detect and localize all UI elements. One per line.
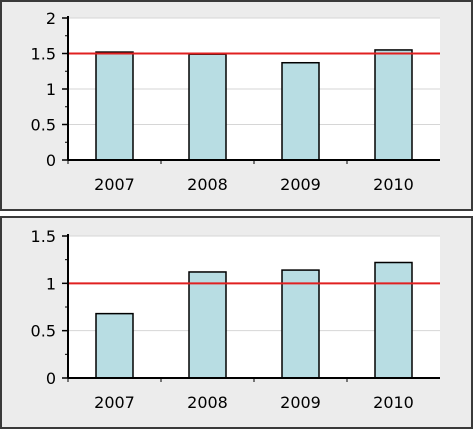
x-tick-label: 2008 — [187, 393, 228, 412]
chart-panel-top: 0 0.5 1 1.5 2 2007 2008 2009 2010 — [0, 0, 473, 211]
bar-2008 — [188, 271, 227, 379]
x-tick-label: 2007 — [94, 175, 135, 194]
bar-2008 — [188, 53, 227, 161]
y-tick-label: 0 — [46, 151, 56, 170]
bar-2010 — [374, 49, 413, 161]
y-tick-label: 1.5 — [31, 227, 56, 246]
bar-chart-bottom: 0 0.5 1 1.5 2007 2008 2009 2010 — [31, 227, 440, 412]
y-tick-label: 0 — [46, 369, 56, 388]
y-tick-label: 1 — [46, 274, 56, 293]
x-tick-label: 2010 — [373, 393, 414, 412]
bar-2007 — [95, 312, 134, 379]
x-tick-label: 2008 — [187, 175, 228, 194]
bar-2009 — [281, 61, 320, 161]
bar-chart-top: 0 0.5 1 1.5 2 2007 2008 2009 2010 — [31, 9, 440, 194]
y-tick-label: 2 — [46, 9, 56, 28]
x-tick-label: 2009 — [280, 393, 321, 412]
bar-2009 — [281, 269, 320, 379]
y-tick-label: 0.5 — [31, 116, 56, 135]
y-tick-label: 1.5 — [31, 45, 56, 64]
x-tick-label: 2009 — [280, 175, 321, 194]
y-tick-label: 1 — [46, 80, 56, 99]
bar-2010 — [374, 261, 413, 379]
x-tick-label: 2010 — [373, 175, 414, 194]
bar-2007 — [95, 51, 134, 161]
y-tick-label: 0.5 — [31, 322, 56, 341]
x-tick-label: 2007 — [94, 393, 135, 412]
chart-panel-bottom: 0 0.5 1 1.5 2007 2008 2009 2010 — [0, 216, 473, 429]
